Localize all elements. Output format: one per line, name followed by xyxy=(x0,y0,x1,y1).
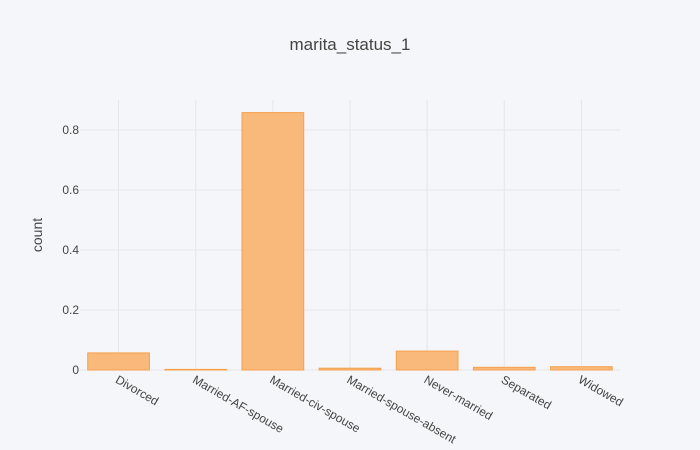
bar[interactable] xyxy=(395,350,459,371)
chart-title: marita_status_1 xyxy=(290,35,411,54)
bar[interactable] xyxy=(164,368,228,371)
y-axis-title: count xyxy=(29,218,45,252)
bar[interactable] xyxy=(318,367,382,371)
x-tick-label: Widowed xyxy=(576,372,626,409)
bar[interactable] xyxy=(472,366,536,371)
y-tick-label: 0.4 xyxy=(62,243,79,257)
grid xyxy=(80,100,620,371)
x-tick-label: Separated xyxy=(499,372,554,412)
x-tick-label: Divorced xyxy=(113,372,161,408)
y-tick-label: 0.6 xyxy=(62,183,79,197)
bar[interactable] xyxy=(241,112,305,371)
bar[interactable] xyxy=(550,366,613,371)
bars xyxy=(87,112,613,371)
bar[interactable] xyxy=(87,352,150,371)
y-axis-ticks: 0 0.2 0.4 0.6 0.8 xyxy=(62,123,79,377)
y-tick-label: 0.2 xyxy=(62,303,79,317)
y-tick-label: 0.8 xyxy=(62,123,79,137)
y-tick-label: 0 xyxy=(72,363,79,377)
x-tick-label: Never-married xyxy=(422,372,495,422)
x-axis-ticks: Divorced Married-AF-spouseMarried-civ-spo… xyxy=(113,372,626,446)
